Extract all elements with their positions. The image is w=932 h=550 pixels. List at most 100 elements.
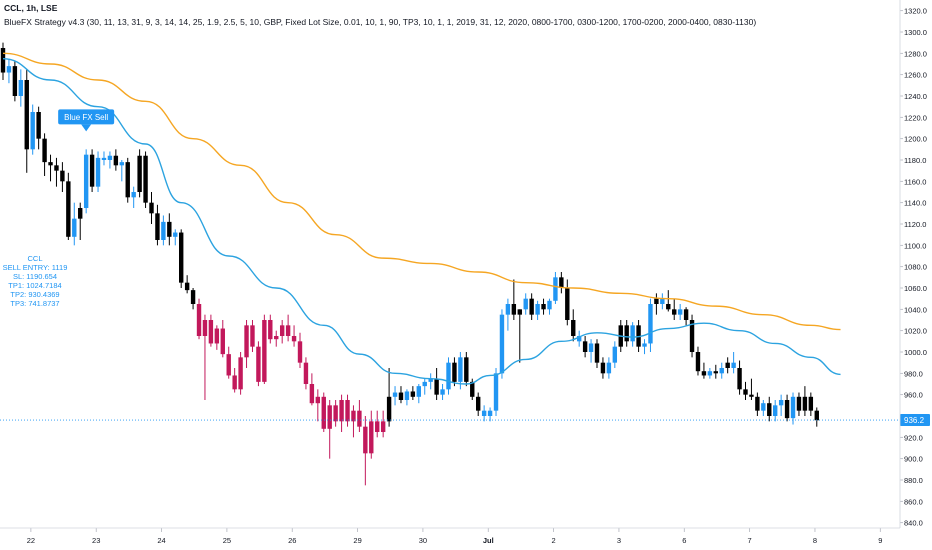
- candle-body: [517, 309, 522, 315]
- candle-body: [6, 66, 12, 73]
- candle-body: [380, 421, 386, 432]
- candle-body: [713, 371, 718, 374]
- x-axis-tick-label: 24: [157, 536, 165, 545]
- candle-body: [226, 354, 231, 376]
- candle-body: [440, 389, 445, 395]
- candle-body: [321, 396, 326, 429]
- candle-body: [190, 290, 196, 304]
- candle-body: [452, 362, 457, 382]
- x-axis-tick-label: 6: [682, 536, 686, 545]
- x-axis-tick-label: 26: [288, 536, 296, 545]
- candle-body: [535, 304, 540, 315]
- candle-body: [95, 157, 101, 187]
- candle-body: [137, 155, 142, 192]
- candle-body: [749, 394, 754, 397]
- x-axis-tick-label: 23: [92, 536, 100, 545]
- chart-symbol-title: CCL, 1h, LSE: [4, 3, 58, 13]
- y-axis-tick-label: 1220.0: [904, 113, 927, 122]
- candle-body: [802, 396, 808, 411]
- sell-signal-callout[interactable]: Blue FX Sell: [58, 109, 115, 132]
- candle-body: [672, 309, 677, 315]
- candle-body: [262, 320, 267, 382]
- candle-body: [606, 362, 612, 374]
- candle-body: [654, 298, 659, 304]
- candle-body: [220, 328, 225, 355]
- candle-body: [571, 320, 576, 336]
- trade-info-tp3: TP3: 741.8737: [10, 299, 60, 308]
- candle-body: [642, 343, 647, 347]
- y-axis-tick-label: 920.0: [904, 433, 923, 442]
- candle-body: [790, 396, 796, 419]
- candle-body: [559, 277, 564, 288]
- y-axis-tick-label: 1280.0: [904, 49, 927, 58]
- candle-body: [773, 405, 778, 416]
- candle-body: [250, 325, 255, 347]
- candle-body: [464, 357, 469, 382]
- candle-body: [737, 368, 742, 390]
- y-axis-tick-label: 860.0: [904, 497, 923, 506]
- candle-body: [179, 232, 184, 283]
- candle-body: [529, 298, 534, 315]
- candle-body: [18, 80, 24, 96]
- candle-body: [89, 154, 95, 187]
- candle-body: [369, 421, 374, 454]
- y-axis-tick-label: 1300.0: [904, 28, 927, 37]
- candle-body: [761, 403, 766, 411]
- candle-body: [695, 352, 701, 372]
- candle-body: [588, 343, 594, 352]
- candle-body: [238, 357, 243, 390]
- candle-body: [630, 325, 635, 342]
- y-axis-tick-label: 1160.0: [904, 177, 926, 186]
- candle-body: [808, 396, 814, 411]
- y-axis-tick-label: 880.0: [904, 476, 923, 485]
- candle-body: [315, 396, 321, 404]
- y-axis-tick-label: 1320.0: [904, 7, 927, 16]
- candle-body: [78, 208, 83, 219]
- candle-body: [624, 325, 629, 342]
- candle-body: [719, 368, 724, 374]
- candle-body: [36, 112, 41, 139]
- candle-body: [12, 66, 18, 96]
- candle-body: [274, 336, 279, 340]
- y-axis-tick-label: 900.0: [904, 455, 923, 464]
- candle-body: [576, 336, 582, 342]
- candle-body: [291, 336, 297, 342]
- x-axis-tick-label: 7: [748, 536, 752, 545]
- candle-body: [677, 309, 683, 315]
- candle-body: [428, 378, 433, 382]
- candle-body: [339, 400, 344, 422]
- candle-body: [60, 170, 65, 182]
- x-axis-tick-label: 8: [813, 536, 817, 545]
- candle-body: [731, 362, 736, 368]
- candle-body: [784, 400, 790, 419]
- last-price-value: 936.2: [904, 416, 925, 425]
- candle-body: [470, 381, 475, 397]
- candle-body: [327, 405, 332, 429]
- candle-body: [458, 357, 463, 382]
- candle-body: [493, 373, 499, 411]
- candle-body: [404, 391, 410, 400]
- y-axis-tick-label: 1180.0: [904, 156, 926, 165]
- candle-body: [683, 309, 689, 320]
- candle-body: [149, 202, 154, 214]
- trade-info-sell-entry: SELL ENTRY: 1119: [2, 263, 68, 272]
- y-axis-tick-label: 1240.0: [904, 92, 927, 101]
- candle-body: [796, 396, 802, 411]
- candle-body: [600, 362, 606, 374]
- candle-body: [547, 300, 552, 310]
- candle-body: [208, 320, 214, 344]
- x-axis-tick-labels: 22 23 24 25 26 29 30 Jul 2 3 6 7 8 9: [27, 528, 882, 545]
- candle-body: [422, 381, 427, 387]
- candle-body: [386, 396, 392, 422]
- candle-body: [499, 314, 505, 374]
- sell-signal-label: Blue FX Sell: [64, 113, 108, 122]
- candle-body: [363, 426, 368, 454]
- candle-body: [143, 155, 148, 203]
- x-axis-tick-label: 29: [353, 536, 361, 545]
- y-axis-tick-label: 1200.0: [904, 135, 927, 144]
- x-axis-tick-label: 30: [419, 536, 427, 545]
- candle-body: [279, 325, 285, 336]
- candle-body: [743, 389, 748, 395]
- candle-body: [202, 320, 208, 336]
